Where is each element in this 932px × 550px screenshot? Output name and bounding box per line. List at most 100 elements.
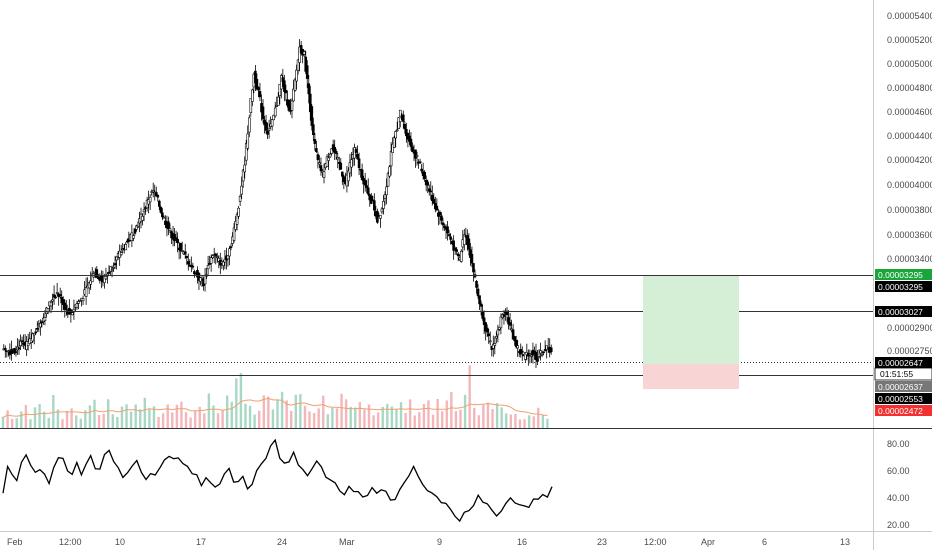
candle-body [49, 301, 53, 307]
volume-bar [541, 414, 545, 428]
volume-bar [468, 365, 471, 428]
volume-bar [376, 412, 380, 428]
price-tag-level-mid: 0.00003027 [875, 306, 932, 317]
target-zone[interactable] [643, 276, 739, 364]
volume-bar [15, 418, 18, 428]
volume-bar [111, 414, 114, 428]
candle-body [132, 235, 135, 239]
oscillator-axis[interactable]: 80.00 60.00 40.00 20.00 [887, 439, 910, 530]
candle-body [3, 348, 7, 351]
oscillator-line [2, 438, 553, 523]
price-tick: 0.00005400 [887, 11, 932, 21]
candle-body [234, 220, 237, 230]
candle-body [304, 56, 308, 72]
candle-body [272, 114, 275, 121]
volume-bar [10, 418, 14, 428]
price-tick: 0.00004400 [887, 131, 932, 141]
price-tick: 0.00002900 [887, 323, 932, 333]
candle-body [43, 316, 47, 322]
candle-body [514, 340, 518, 347]
candle-body [420, 168, 423, 172]
candle-body [266, 130, 269, 135]
candle-body [456, 253, 460, 257]
volume-bar [116, 416, 119, 428]
candle-body [185, 256, 189, 259]
volume-bar [395, 409, 398, 428]
candle-body [214, 253, 218, 257]
candle-body [520, 350, 524, 353]
volume-bar [372, 415, 375, 428]
volume-bar [47, 417, 50, 428]
oscillator-pane[interactable] [2, 438, 553, 523]
candle-body [485, 327, 489, 333]
candle-body [36, 328, 39, 330]
volume-bar [120, 406, 124, 428]
candle-body [336, 157, 340, 160]
time-axis[interactable]: Feb 12:00 10 17 24 Mar 9 16 23 12:00 Apr… [7, 537, 850, 547]
candle-body [449, 236, 452, 240]
volume-bar [134, 404, 137, 428]
volume-bar [454, 411, 458, 428]
price-pane[interactable] [2, 39, 553, 369]
volume-bar [441, 411, 444, 428]
candle-body [499, 316, 503, 329]
volume-bar [308, 411, 311, 428]
candle-body [330, 148, 333, 154]
candle-body [484, 322, 487, 332]
volume-bar [463, 394, 467, 428]
candle-body [357, 158, 361, 169]
time-tick: 12:00 [59, 537, 82, 547]
candle-body [475, 281, 478, 288]
volume-bar [363, 409, 366, 428]
svg-text:01:51:55: 01:51:55 [880, 369, 913, 379]
price-tick: 0.00004800 [887, 83, 932, 93]
time-tick: Mar [339, 537, 355, 547]
candle-body [318, 162, 321, 165]
volume-bar [42, 411, 46, 428]
volume-bar [225, 395, 229, 428]
volume-bar [267, 396, 270, 428]
candle-body [391, 143, 394, 154]
candle-body [350, 159, 353, 168]
volume-bar [143, 397, 147, 428]
price-axis[interactable]: 0.00005400 0.00005200 0.00005000 0.00004… [887, 11, 932, 356]
candle-body [298, 46, 301, 63]
volume-bar [340, 393, 343, 428]
volume-bar [404, 413, 407, 428]
volume-bar [450, 392, 453, 428]
volume-bar [97, 415, 101, 428]
candle-body [46, 308, 50, 314]
candle-body [356, 154, 359, 160]
candle-body [247, 117, 251, 133]
volume-bar [285, 400, 288, 428]
candle-body [423, 171, 426, 179]
candle-body [275, 105, 279, 107]
candle-body [104, 275, 108, 280]
candle-body [229, 246, 233, 248]
candle-body [39, 323, 42, 328]
volume-bar [331, 407, 334, 428]
volume-bar [203, 413, 206, 428]
candle-body [354, 149, 358, 153]
candle-body [115, 256, 118, 261]
candle-body [68, 307, 71, 311]
candle-body [32, 332, 36, 336]
candle-body [34, 331, 38, 334]
candle-body [109, 266, 112, 272]
volume-bar [537, 407, 540, 428]
osc-tick: 60.00 [887, 466, 910, 476]
candle-body [405, 128, 408, 137]
stop-zone[interactable] [643, 364, 739, 389]
candle-body [339, 162, 343, 170]
volume-bar [171, 412, 174, 428]
candle-body [156, 195, 160, 198]
candle-body [542, 351, 545, 354]
volume-bar [20, 411, 23, 428]
candle-body [287, 99, 291, 111]
volume-bar [212, 405, 215, 428]
candle-body [84, 286, 88, 297]
candle-body [226, 254, 230, 260]
candle-body [215, 256, 219, 259]
candle-body [315, 148, 318, 153]
